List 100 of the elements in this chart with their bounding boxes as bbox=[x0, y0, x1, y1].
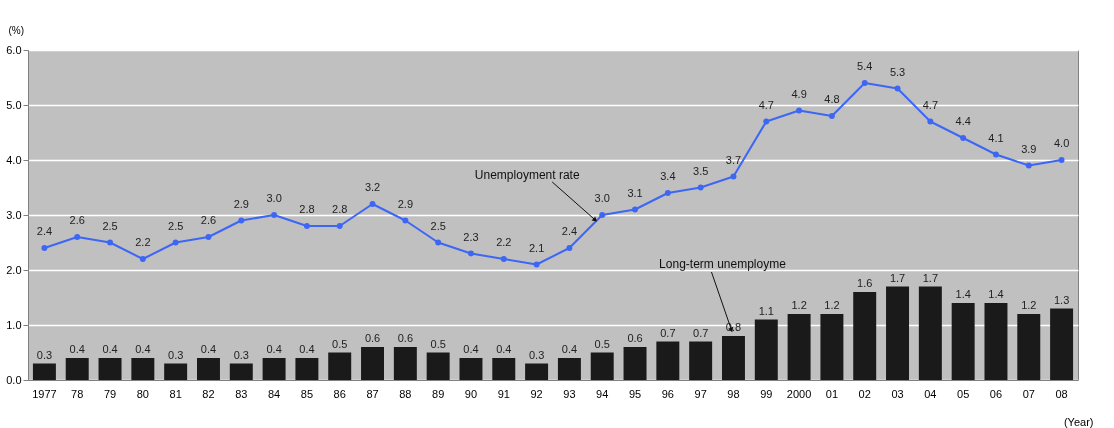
x-tick-label: 86 bbox=[333, 387, 346, 400]
data-label: 2.5 bbox=[102, 219, 118, 232]
point bbox=[402, 217, 409, 224]
point bbox=[993, 151, 999, 158]
x-tick-label: 02 bbox=[858, 387, 871, 400]
bar bbox=[721, 336, 745, 380]
bar bbox=[525, 363, 549, 380]
bar bbox=[295, 358, 319, 380]
data-label: 3.7 bbox=[725, 153, 742, 166]
annotation: Long-term unemployme bbox=[659, 257, 787, 271]
point bbox=[828, 113, 835, 119]
data-label: 3.2 bbox=[364, 181, 381, 193]
x-tick-label: 79 bbox=[103, 387, 117, 400]
bar bbox=[393, 347, 417, 380]
data-label: 2.8 bbox=[299, 203, 315, 215]
annotation: Unemployment rate bbox=[474, 168, 580, 182]
x-tick-label: 98 bbox=[727, 387, 740, 400]
x-tick-label: 90 bbox=[464, 387, 478, 400]
point bbox=[41, 245, 48, 251]
bar bbox=[1017, 314, 1041, 380]
y-tick-label: 5.0 bbox=[6, 98, 22, 111]
point bbox=[730, 173, 737, 180]
data-label: 5.4 bbox=[857, 60, 873, 72]
point bbox=[664, 190, 671, 196]
x-tick-label: 87 bbox=[366, 387, 379, 400]
data-label: 4.1 bbox=[988, 131, 1004, 144]
bar bbox=[623, 347, 647, 380]
data-label: 3.0 bbox=[594, 192, 610, 204]
data-label: 1.4 bbox=[988, 288, 1004, 300]
bar bbox=[131, 358, 155, 380]
point bbox=[599, 212, 606, 218]
bar bbox=[951, 303, 975, 380]
point bbox=[271, 212, 278, 218]
data-label: 2.4 bbox=[36, 225, 53, 237]
data-label: 1.4 bbox=[955, 288, 971, 300]
data-label: 0.6 bbox=[397, 332, 413, 344]
bar bbox=[754, 319, 778, 380]
data-label: 2.9 bbox=[397, 197, 413, 210]
x-tick-label: 05 bbox=[957, 387, 970, 400]
bar bbox=[492, 358, 516, 380]
x-tick-label: 91 bbox=[497, 387, 510, 400]
point bbox=[763, 118, 770, 125]
data-label: 3.0 bbox=[266, 192, 282, 204]
data-label: 3.1 bbox=[627, 186, 643, 199]
x-tick-label: 81 bbox=[169, 387, 182, 400]
point bbox=[861, 80, 868, 86]
data-label: 3.9 bbox=[1021, 142, 1037, 155]
data-label: 0.5 bbox=[430, 337, 446, 350]
data-label: 0.4 bbox=[299, 343, 315, 355]
x-tick-label: 06 bbox=[989, 387, 1003, 400]
y-tick-label: 0.0 bbox=[6, 373, 22, 386]
data-label: 1.7 bbox=[922, 271, 938, 284]
data-label: 4.9 bbox=[791, 87, 807, 100]
bar bbox=[328, 352, 352, 380]
data-label: 2.5 bbox=[168, 219, 184, 232]
point bbox=[796, 107, 803, 114]
bar bbox=[459, 358, 483, 380]
data-label: 0.8 bbox=[725, 321, 742, 333]
x-tick-label: 03 bbox=[891, 387, 904, 400]
data-label: 1.7 bbox=[889, 271, 906, 284]
data-label: 0.3 bbox=[36, 348, 53, 361]
bar bbox=[853, 292, 877, 380]
data-label: 4.0 bbox=[1053, 137, 1070, 149]
bar bbox=[984, 303, 1008, 380]
data-label: 2.5 bbox=[430, 219, 446, 232]
bar bbox=[918, 286, 942, 380]
data-label: 1.3 bbox=[1053, 293, 1070, 306]
data-label: 4.7 bbox=[758, 98, 774, 111]
data-label: 0.6 bbox=[627, 332, 643, 344]
point bbox=[139, 256, 146, 262]
data-label: 0.7 bbox=[693, 326, 709, 339]
bar bbox=[426, 352, 450, 380]
point bbox=[303, 223, 310, 229]
data-label: 0.3 bbox=[528, 348, 545, 361]
bar bbox=[590, 352, 614, 380]
bar bbox=[689, 341, 713, 380]
bar bbox=[262, 358, 286, 380]
data-label: 1.6 bbox=[857, 277, 873, 289]
x-tick-label: 80 bbox=[136, 387, 149, 400]
x-tick-label: 78 bbox=[71, 387, 84, 400]
x-tick-label: 04 bbox=[924, 387, 937, 400]
point bbox=[927, 118, 934, 125]
bar bbox=[787, 314, 811, 380]
point bbox=[533, 261, 540, 268]
y-tick-label: 3.0 bbox=[6, 208, 22, 221]
data-label: 0.4 bbox=[102, 343, 118, 355]
data-label: 2.3 bbox=[463, 230, 479, 243]
x-tick-label: 83 bbox=[235, 387, 248, 400]
data-label: 2.6 bbox=[200, 214, 217, 226]
data-label: 0.6 bbox=[364, 332, 381, 344]
data-label: 2.8 bbox=[332, 203, 348, 215]
bar bbox=[820, 314, 844, 380]
data-label: 0.4 bbox=[561, 343, 578, 355]
bar bbox=[164, 363, 188, 380]
x-tick-label: 1977 bbox=[32, 387, 57, 400]
x-tick-label: 92 bbox=[530, 387, 543, 400]
point bbox=[1058, 157, 1065, 163]
x-tick-label: 93 bbox=[563, 387, 576, 400]
x-tick-label: 99 bbox=[760, 387, 773, 400]
data-label: 2.1 bbox=[528, 241, 545, 254]
